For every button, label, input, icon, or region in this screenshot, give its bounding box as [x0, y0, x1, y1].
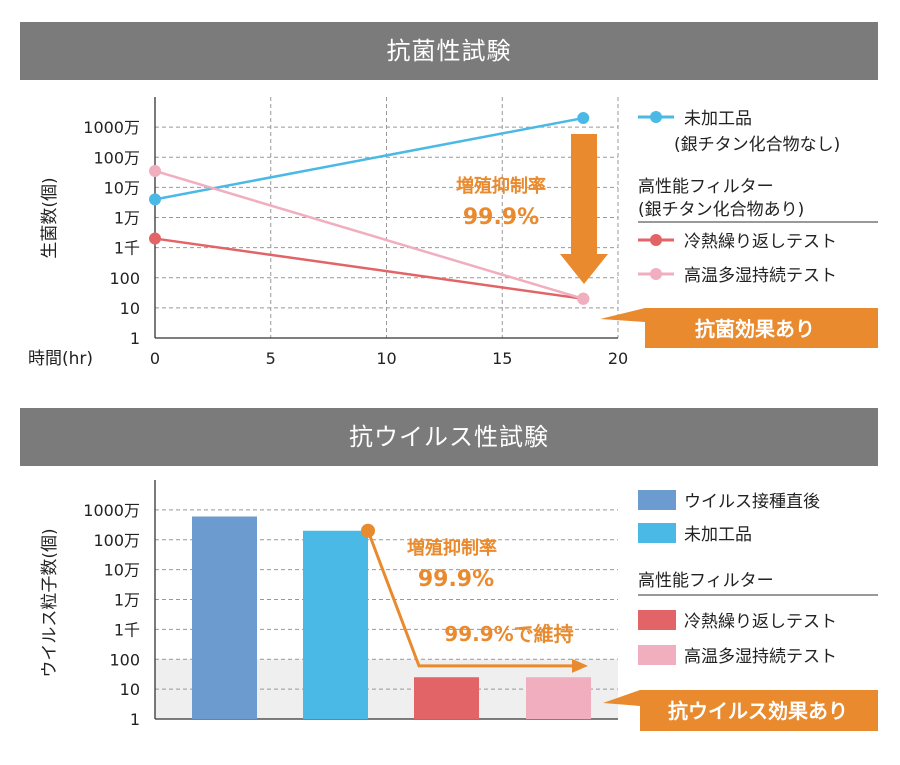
- legend-group-title: 高性能フィルター: [638, 177, 774, 197]
- result-badge-bg: [600, 308, 878, 348]
- series-line: [154, 237, 584, 301]
- y-tick-label: 100: [109, 269, 140, 288]
- annotation-label: 増殖抑制率: [456, 175, 546, 197]
- result-badge-text: 抗ウイルス効果あり: [668, 699, 848, 723]
- y-tick-label: 1万: [114, 591, 140, 610]
- data-point: [577, 112, 590, 125]
- y-tick-label: 10: [120, 680, 140, 699]
- y-tick-label: 1: [130, 329, 140, 348]
- y-tick-label: 10万: [104, 561, 140, 580]
- legend-label: 高温多湿持続テスト: [684, 647, 837, 667]
- legend-swatch-point: [650, 111, 662, 123]
- annotation-label: 増殖抑制率: [407, 537, 497, 559]
- legend-swatch: [638, 645, 676, 665]
- legend-swatch: [638, 490, 676, 510]
- legend-label: 未加工品: [684, 525, 752, 545]
- bar: [303, 530, 368, 719]
- reduction-arrow: [560, 134, 608, 284]
- legend-label: ウイルス接種直後: [684, 492, 820, 512]
- data-point: [149, 164, 161, 177]
- y-tick-label: 100万: [93, 531, 140, 550]
- legend-label: 未加工品: [684, 109, 752, 129]
- data-point: [149, 193, 161, 206]
- legend-swatch-point: [650, 268, 662, 280]
- legend-swatch: [638, 523, 676, 543]
- legend-label: 冷熱繰り返しテスト: [684, 612, 837, 632]
- annotation-value: 99.9%: [463, 205, 539, 230]
- data-point: [577, 292, 590, 305]
- y-tick-label: 1万: [114, 209, 140, 228]
- legend-label: 冷熱繰り返しテスト: [684, 232, 837, 252]
- x-tick-label: 10: [376, 349, 396, 368]
- y-axis-label: 生菌数(個): [40, 177, 60, 258]
- y-tick-label: 10: [120, 299, 140, 318]
- bar: [414, 677, 479, 719]
- y-axis-label: ウイルス粒子数(個): [40, 528, 60, 677]
- series-line: [154, 116, 584, 201]
- trend-line: [366, 530, 572, 668]
- antibacterial-test-header: 抗菌性試験: [20, 22, 878, 80]
- legend-group-note: (銀チタン化合物あり): [638, 200, 804, 220]
- legend-swatch: [638, 610, 676, 630]
- legend-note: (銀チタン化合物なし): [674, 135, 840, 155]
- x-tick-label: 15: [492, 349, 512, 368]
- legend-label: 高温多湿持続テスト: [684, 266, 837, 286]
- antiviral-test-header: 抗ウイルス性試験: [20, 408, 878, 466]
- y-tick-label: 1000万: [83, 501, 140, 520]
- y-tick-label: 1千: [114, 239, 140, 258]
- bar: [526, 677, 591, 719]
- result-badge-text: 抗菌効果あり: [695, 317, 815, 341]
- annotation-maintained: 99.9%で維持: [444, 622, 573, 646]
- trend-start-point: [361, 523, 375, 538]
- bar: [192, 516, 257, 719]
- y-tick-label: 1千: [114, 620, 140, 639]
- legend-swatch-point: [650, 234, 662, 246]
- y-tick-label: 100: [109, 650, 140, 669]
- annotation-value: 99.9%: [418, 567, 494, 592]
- x-tick-label: 0: [150, 349, 160, 368]
- x-axis-label: 時間(hr): [28, 349, 93, 369]
- legend-group-title: 高性能フィルター: [638, 571, 774, 591]
- y-tick-label: 10万: [104, 178, 140, 197]
- x-tick-label: 5: [266, 349, 276, 368]
- data-point: [149, 232, 161, 245]
- x-tick-label: 20: [608, 349, 628, 368]
- y-tick-label: 1: [130, 710, 140, 729]
- y-tick-label: 1000万: [83, 118, 140, 137]
- trend-arrowhead: [572, 658, 588, 673]
- y-tick-label: 100万: [93, 148, 140, 167]
- result-badge-bg: [603, 690, 878, 731]
- series-line: [154, 169, 584, 301]
